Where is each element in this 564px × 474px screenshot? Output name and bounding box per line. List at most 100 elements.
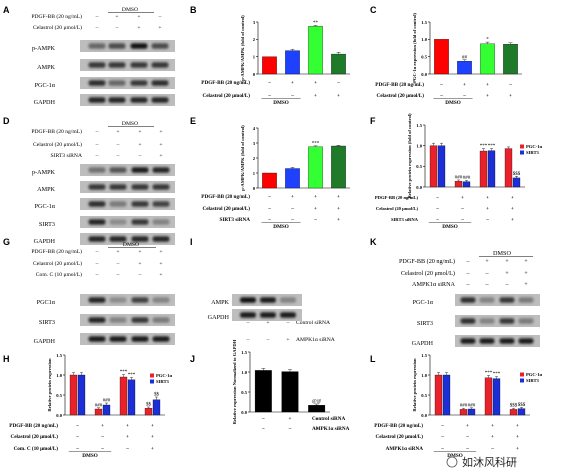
blot-band (88, 219, 106, 225)
condition-sign: + (138, 142, 141, 148)
condition-label: Control siRNA (296, 320, 330, 326)
significance-mark: $$ (154, 393, 160, 398)
bar (503, 44, 518, 75)
blot-strip (80, 59, 175, 71)
condition-sign: + (337, 93, 340, 99)
blot-band (152, 317, 170, 323)
condition-sign: – (288, 426, 292, 432)
condition-sign: + (158, 25, 161, 31)
blot-strip (455, 315, 540, 327)
condition-sign: – (336, 80, 340, 86)
condition-sign: + (289, 416, 292, 422)
condition-sign: – (440, 446, 444, 452)
panel-f-chart: 0.0 0.5 1.0 1.5 Relative protein expression … (375, 113, 543, 230)
bar (454, 181, 463, 188)
bar (509, 409, 518, 416)
bar (262, 56, 277, 75)
y-tick-label: 0.0 (416, 185, 422, 190)
significance-mark: $$$ (510, 404, 518, 409)
blot-band (240, 312, 256, 318)
blot-band (152, 201, 170, 207)
condition-sign: + (151, 434, 154, 440)
condition-sign: + (138, 261, 141, 267)
condition-label: PDGF-BB (20 ng/mL) (31, 13, 82, 20)
condition-label: Celastrol (20 μmol/L) (33, 260, 82, 267)
condition-sign: + (159, 261, 162, 267)
bar (459, 409, 468, 416)
blot-strip (80, 198, 175, 210)
condition-sign: – (440, 434, 444, 440)
condition-label: AMPK1α siRNA (386, 446, 424, 452)
bar (504, 148, 513, 188)
panel-label-c: C (370, 5, 377, 15)
condition-label: Com. C (10 μmol/L) (36, 271, 82, 278)
condition-sign: – (75, 434, 79, 440)
legend-label: SIRT3 (526, 150, 540, 155)
condition-sign: – (116, 261, 120, 267)
condition-label: Celastrol (20 μmol/L) (33, 24, 82, 31)
condition-sign: + (291, 80, 294, 86)
y-tick-label: 2 (253, 37, 256, 42)
significance-mark: @@ (312, 400, 322, 405)
y-tick-label: 0.0 (56, 413, 62, 418)
significance-mark: *** (128, 373, 136, 378)
panel-label-b: B (190, 5, 197, 15)
condition-sign: + (337, 217, 340, 223)
blot-band (260, 312, 276, 318)
blot-band (518, 297, 534, 303)
blot-band (88, 317, 106, 323)
condition-sign: – (246, 337, 250, 343)
blot-band (109, 317, 127, 323)
significance-mark: ### (103, 399, 111, 404)
band-label: AMPK (37, 64, 55, 71)
band-label: AMPK (211, 299, 229, 306)
blot-band (152, 297, 170, 303)
blot-strip (80, 314, 175, 326)
y-axis-label: Relative expression Normalized to GAPDH (232, 339, 237, 424)
y-tick-label: 1.5 (421, 353, 427, 358)
panel-label-f: F (370, 116, 376, 126)
significance-mark: ** (313, 21, 319, 26)
condition-label: SIRT3 siRNA (50, 153, 82, 159)
condition-label: Control siRNA (312, 416, 345, 422)
blot-band (280, 312, 296, 318)
blot-band (499, 318, 515, 324)
legend-label: PGC-1α (526, 372, 543, 377)
significance-mark: ### (455, 175, 463, 180)
legend-swatch (520, 144, 524, 149)
band-label: GAPDH (34, 238, 56, 245)
condition-sign: – (490, 446, 494, 452)
panel-a-western-blot: PDGF-BB (20 ng/mL) – + + – Celastrol (20 μmol… (31, 7, 175, 106)
blot-strip (80, 164, 175, 176)
y-tick-label: 1.5 (416, 123, 422, 128)
bar (308, 146, 323, 189)
significance-mark: *** (493, 372, 501, 377)
panel-label-h: H (3, 354, 10, 364)
blot-band (88, 167, 106, 173)
y-axis-label: Relative protein expression (fold of con… (407, 113, 412, 199)
y-tick-label: 3 (253, 141, 256, 146)
condition-label: PDGF-BB (20 ng/mL) (375, 195, 419, 200)
band-label: SIRT3 (417, 320, 433, 327)
bar (434, 374, 443, 416)
blot-strip (80, 333, 175, 345)
blot-band (88, 236, 106, 242)
dmso-label: DMSO (447, 453, 463, 459)
condition-label: Celastrol (20 μmol/L) (376, 92, 424, 99)
bar (119, 376, 128, 416)
condition-sign: + (516, 446, 519, 452)
condition-sign: – (95, 14, 99, 20)
blot-band (131, 236, 149, 242)
condition-sign: – (465, 270, 470, 277)
blot-band (152, 184, 170, 190)
y-tick-label: 0 (253, 186, 256, 191)
condition-sign: + (486, 93, 489, 99)
blot-band (131, 297, 149, 303)
condition-sign: – (504, 281, 509, 288)
bar (429, 145, 438, 188)
y-tick-label: 3 (253, 20, 256, 25)
condition-label: PDGF-BB (20 ng/mL) (31, 128, 82, 135)
blot-band (152, 236, 170, 242)
bar (285, 168, 300, 189)
y-axis-label: Relative protein expression (47, 358, 52, 412)
